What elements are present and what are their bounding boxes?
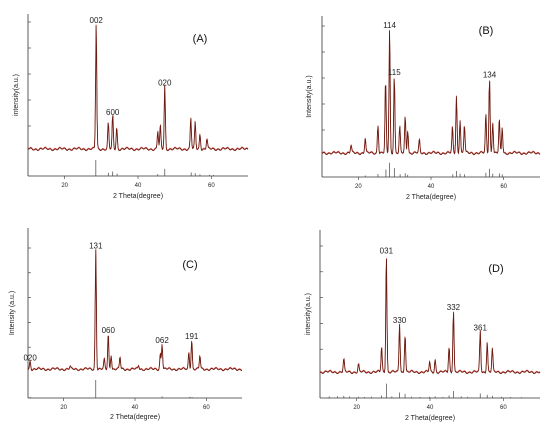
peak-label: 361: [474, 324, 488, 333]
observed-pattern-line: [319, 258, 541, 375]
xrd-panel-a: 20 40 60 2 Theta(degree) intensity(a.u.) (A) 0…: [13, 14, 249, 200]
calculated-pattern-line: [319, 257, 541, 374]
observed-pattern-line: [27, 249, 243, 372]
xrd-panel-c: 20 40 60 2 Theta(degree) Intensity (a.u.) (C)…: [9, 228, 243, 421]
panel-label: (C): [182, 259, 197, 271]
x-axis-title: 2 Theta(degree): [405, 415, 455, 422]
x-tick-label: 60: [208, 183, 215, 189]
calculated-pattern-line: [321, 29, 541, 155]
y-axis-title: Intensity(a.u.): [306, 75, 313, 117]
x-tick-label: 40: [135, 183, 142, 189]
xrd-panel-d: 20 40 60 2 Theta(degree) intensity(a.u.) (D) 0…: [305, 230, 541, 422]
peak-label: 031: [380, 246, 394, 255]
panel-label: (A): [193, 33, 208, 45]
peak-label: 114: [383, 21, 396, 30]
x-tick-label: 40: [427, 405, 434, 411]
peak-label: 062: [155, 336, 169, 345]
x-tick-label: 20: [60, 405, 67, 411]
y-axis-title: intensity(a.u.): [13, 74, 20, 116]
x-tick-label: 60: [500, 184, 507, 190]
peak-label: 060: [102, 326, 116, 335]
panel-label: (B): [479, 25, 494, 37]
x-tick-label: 60: [500, 405, 507, 411]
x-axis-title: 2 Theta(degree): [110, 414, 160, 421]
y-axis-title: intensity(a.u.): [305, 293, 312, 335]
peak-label: 600: [106, 108, 120, 117]
x-tick-label: 60: [203, 405, 210, 411]
observed-pattern-line: [321, 30, 541, 156]
x-tick-label: 20: [353, 405, 360, 411]
calculated-pattern-line: [27, 248, 243, 371]
x-axis-title: 2 Theta(degree): [406, 194, 456, 201]
peak-label: 134: [483, 71, 497, 80]
panel-label: (D): [488, 263, 503, 275]
peak-label: 002: [90, 16, 104, 25]
peak-label: 020: [158, 78, 172, 87]
observed-pattern-line: [27, 25, 249, 152]
x-tick-label: 40: [132, 405, 139, 411]
x-axis-title: 2 Theta(degree): [113, 193, 163, 200]
x-tick-label: 40: [428, 184, 435, 190]
peak-label: 191: [185, 332, 199, 341]
peak-label: 020: [23, 353, 37, 362]
y-axis-title: Intensity (a.u.): [9, 291, 16, 335]
xrd-panel-b: 20 40 60 2 Theta(degree) Intensity(a.u.) (B) 1…: [306, 16, 541, 201]
peak-label: 115: [388, 68, 401, 77]
peak-label: 131: [89, 242, 103, 251]
x-tick-label: 20: [355, 184, 362, 190]
x-tick-label: 20: [61, 183, 68, 189]
peak-label: 332: [447, 303, 461, 312]
calculated-pattern-line: [27, 24, 249, 151]
peak-label: 330: [393, 316, 407, 325]
